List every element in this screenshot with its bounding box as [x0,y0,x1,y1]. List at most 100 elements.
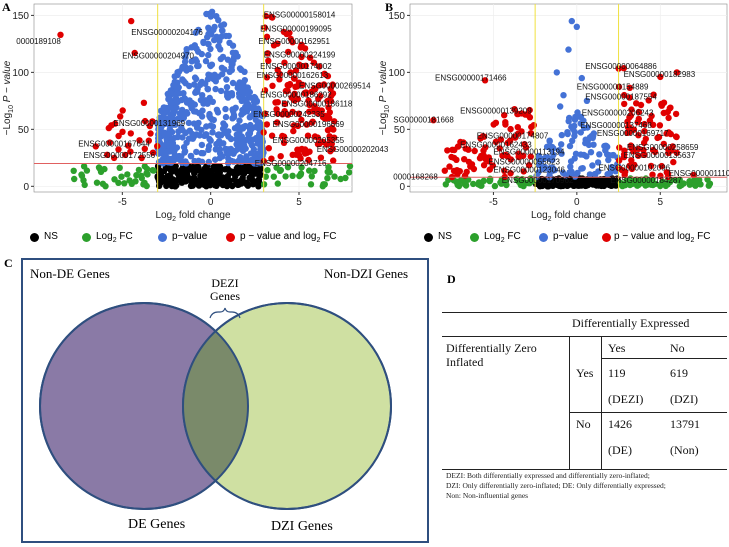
point-both [658,162,665,170]
point-pvalue [546,137,553,144]
gene-label: ENSG00000170962 [502,176,574,185]
point-pvalue [196,132,203,139]
point-both [324,127,332,134]
point-pvalue [205,51,212,59]
legend-label-pvalue: p−value [172,231,208,242]
point-ns [181,173,188,180]
point-both [490,121,497,128]
point-both [616,157,623,164]
point-both [624,124,632,131]
point-ns [597,179,604,186]
point-pvalue [207,62,214,70]
point-ns [172,166,179,174]
point-both [616,144,623,151]
point-both [326,136,334,143]
point-ns [242,162,249,170]
point-pvalue [236,117,243,124]
point-log2fc [80,177,87,184]
label-dezi-line1: DEZI [211,276,239,290]
point-both [496,145,503,152]
point-pvalue [236,133,244,140]
point-pvalue [604,171,611,178]
point-both [281,100,289,108]
point-pvalue [236,126,243,133]
point-both [290,127,297,135]
point-both [287,35,294,43]
point-pvalue [564,129,571,136]
point-log2fc [672,177,680,184]
point-ns [156,182,163,189]
point-pvalue [204,85,211,93]
point-both [628,106,635,113]
gene-label: ENSG00000123046 [493,166,565,175]
point-both [507,170,514,177]
point-both [619,167,626,174]
point-both [626,94,633,101]
point-pvalue [225,150,232,157]
point-ns [157,171,164,178]
point-both [481,77,489,84]
point-both [314,140,322,148]
point-ns [229,168,236,176]
point-pvalue [606,152,613,159]
point-log2fc [638,176,645,183]
point-both [501,112,508,119]
gene-label: ENSG00000182983 [624,70,696,79]
point-pvalue [238,111,245,118]
point-pvalue [605,156,612,164]
point-both [92,143,100,150]
point-both [324,97,331,105]
point-log2fc [342,174,349,182]
gene-label: ENSG00000171466 [435,73,507,82]
point-pvalue [202,80,209,87]
point-log2fc [526,180,533,187]
point-both [310,59,318,66]
point-pvalue [254,135,261,142]
row-no: No [576,417,591,431]
point-pvalue [225,128,232,135]
point-ns [203,183,210,190]
plot-frame [409,3,728,193]
point-both [115,146,122,153]
point-pvalue [209,129,216,136]
point-both [149,118,156,125]
gene-label: ENSG00000242335 [253,110,325,119]
point-log2fc [138,172,145,179]
y-tick-label: 100 [388,68,405,79]
point-pvalue [199,92,206,99]
point-both [279,111,286,118]
point-log2fc [470,180,477,188]
point-pvalue [183,139,190,146]
point-log2fc [633,176,640,183]
point-log2fc [686,178,693,185]
point-pvalue [230,106,237,113]
point-pvalue [182,54,189,61]
point-both [299,81,306,89]
gene-label: ENSG00000186118 [281,100,353,109]
point-both [263,74,271,81]
point-ns [208,167,215,174]
point-pvalue [225,32,232,40]
point-both [290,122,298,129]
point-pvalue [220,21,228,28]
point-both [512,134,519,141]
point-both [460,139,467,146]
point-pvalue [595,168,602,175]
point-both [136,137,143,144]
panel-letter-c: C [4,256,13,270]
point-both [272,99,279,106]
point-both [673,69,681,76]
point-pvalue [230,113,238,121]
point-both [628,165,636,173]
point-pvalue [195,62,202,70]
point-log2fc [491,182,499,190]
point-ns [187,164,194,171]
point-both [289,108,296,116]
point-pvalue [188,44,195,51]
point-both [110,154,118,162]
point-pvalue [170,134,178,142]
point-log2fc [297,170,305,177]
point-ns [243,181,250,188]
point-both [141,145,148,152]
